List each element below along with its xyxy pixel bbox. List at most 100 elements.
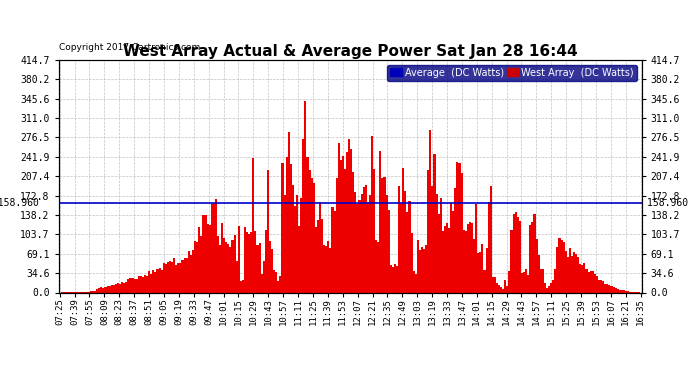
Bar [392, 267, 394, 292]
Bar [462, 230, 465, 292]
Bar [498, 285, 500, 292]
Bar [213, 203, 215, 292]
Bar [112, 285, 115, 292]
Bar [140, 276, 142, 292]
Bar [588, 272, 590, 292]
Bar [398, 186, 400, 292]
Bar [396, 266, 398, 292]
Bar [446, 223, 448, 292]
Bar [535, 239, 538, 292]
Bar [100, 287, 102, 292]
Bar [592, 271, 594, 292]
Bar [509, 271, 511, 292]
Bar [108, 286, 110, 292]
Bar [157, 270, 159, 292]
Bar [126, 282, 128, 292]
Bar [302, 139, 304, 292]
Bar [517, 217, 519, 292]
Bar [554, 269, 556, 292]
Bar [369, 195, 371, 292]
Bar [342, 156, 344, 292]
Bar [244, 227, 246, 292]
Bar [221, 223, 223, 292]
Bar [132, 278, 134, 292]
Bar [440, 198, 442, 292]
Bar [346, 152, 348, 292]
Bar [310, 178, 313, 292]
Bar [294, 207, 296, 292]
Bar [598, 280, 600, 292]
Bar [448, 228, 450, 292]
Bar [259, 243, 261, 292]
Bar [562, 242, 564, 292]
Bar [590, 271, 592, 292]
Bar [155, 272, 157, 292]
Bar [492, 278, 494, 292]
Bar [550, 283, 552, 292]
Bar [325, 246, 327, 292]
Bar [242, 280, 244, 292]
Bar [502, 288, 504, 292]
Bar [98, 288, 100, 292]
Bar [246, 232, 248, 292]
Bar [596, 276, 598, 292]
Bar [421, 247, 423, 292]
Bar [359, 200, 361, 292]
Bar [575, 254, 577, 292]
Bar [560, 240, 562, 292]
Bar [223, 238, 225, 292]
Bar [152, 270, 155, 292]
Bar [388, 210, 390, 292]
Bar [229, 247, 232, 292]
Bar [506, 286, 509, 292]
Bar [304, 102, 306, 292]
Bar [566, 257, 569, 292]
Bar [288, 132, 290, 292]
Bar [250, 232, 253, 292]
Bar [521, 273, 523, 292]
Bar [519, 221, 521, 292]
Bar [277, 280, 279, 292]
Bar [231, 240, 234, 292]
Bar [130, 278, 132, 292]
Bar [384, 177, 386, 292]
Bar [494, 277, 496, 292]
Bar [298, 226, 300, 292]
Bar [427, 170, 429, 292]
Bar [327, 241, 329, 292]
Bar [144, 274, 146, 292]
Bar [198, 227, 200, 292]
Bar [511, 230, 513, 292]
Bar [529, 225, 531, 292]
Bar [128, 279, 130, 292]
Bar [473, 239, 475, 292]
Bar [482, 243, 484, 292]
Bar [538, 255, 540, 292]
Bar [579, 264, 582, 292]
Bar [306, 158, 308, 292]
Bar [88, 291, 90, 292]
Bar [190, 255, 192, 292]
Bar [504, 280, 506, 292]
Title: West Array Actual & Average Power Sat Jan 28 16:44: West Array Actual & Average Power Sat Ja… [123, 44, 578, 59]
Bar [466, 224, 469, 292]
Bar [577, 257, 579, 292]
Bar [215, 200, 217, 292]
Bar [179, 263, 181, 292]
Text: 158.960 →: 158.960 → [647, 198, 690, 208]
Bar [540, 269, 542, 292]
Bar [594, 274, 596, 292]
Bar [188, 251, 190, 292]
Bar [604, 284, 607, 292]
Bar [206, 224, 208, 292]
Bar [227, 244, 229, 292]
Bar [417, 240, 419, 292]
Bar [282, 163, 284, 292]
Bar [544, 283, 546, 292]
Bar [292, 184, 294, 292]
Bar [167, 262, 169, 292]
Bar [150, 274, 152, 292]
Bar [404, 191, 406, 292]
Bar [335, 178, 337, 292]
Bar [186, 258, 188, 292]
